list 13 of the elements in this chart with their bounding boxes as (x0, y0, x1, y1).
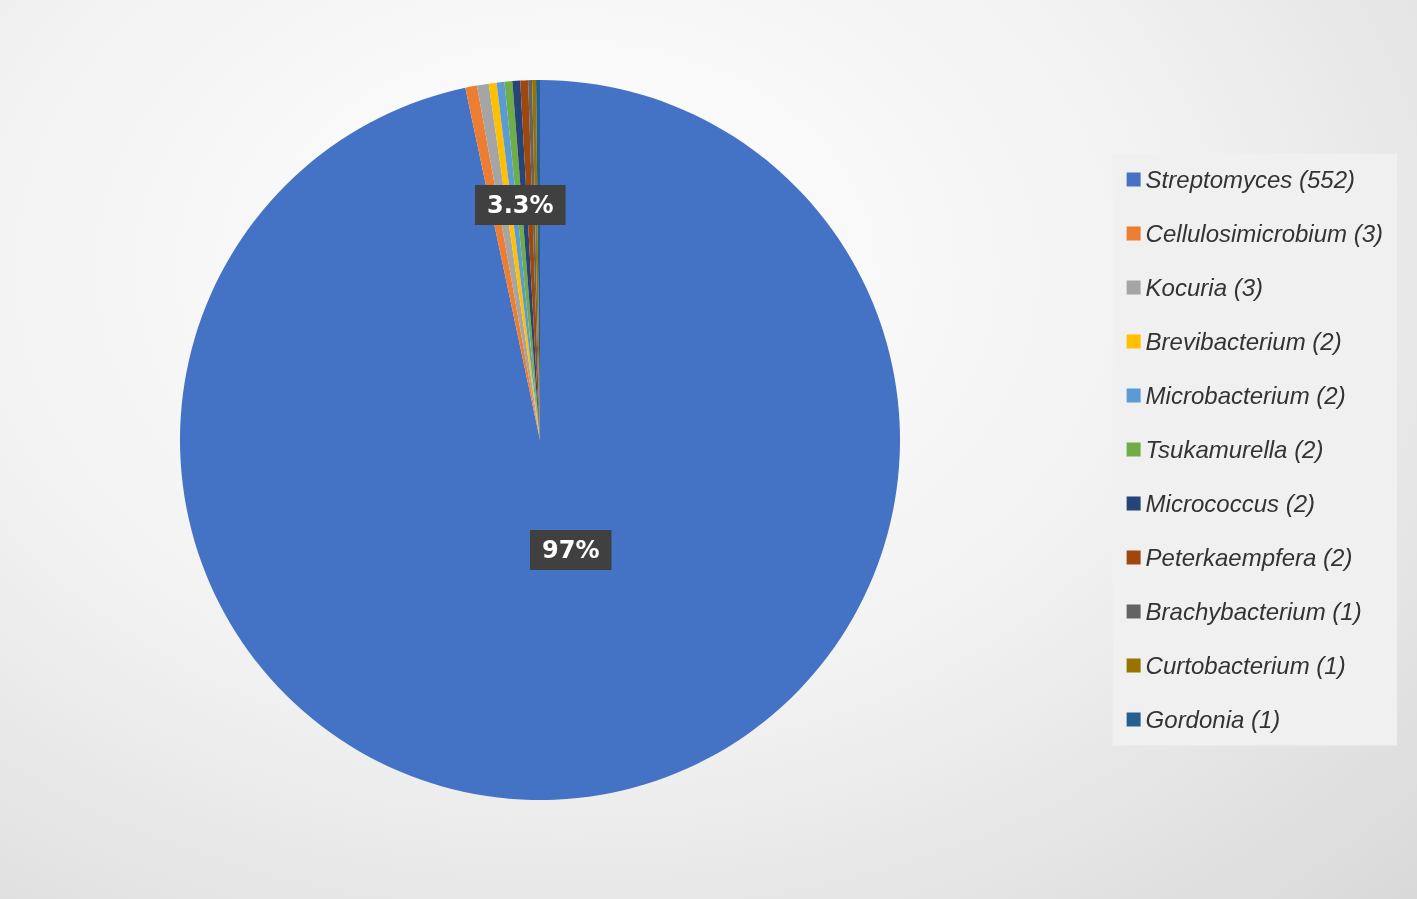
legend-label: Tsukamurella (2) (1145, 436, 1324, 463)
legend-label: Kocuria (3) (1145, 274, 1263, 301)
legend-label: Brevibacterium (2) (1145, 328, 1342, 355)
legend-label: Micrococcus (2) (1145, 490, 1315, 517)
legend-label: Microbacterium (2) (1145, 382, 1346, 409)
legend-label: Gordonia (1) (1145, 706, 1281, 733)
legend-label: Streptomyces (552) (1145, 166, 1356, 193)
legend-label: Cellulosimicrobium (3) (1145, 220, 1383, 247)
legend-label: Brachybacterium (1) (1145, 598, 1362, 625)
text: 3.3% (487, 191, 554, 219)
legend-label: Curtobacterium (1) (1145, 652, 1346, 679)
text: 97% (542, 536, 600, 564)
legend-label: Peterkaempfera (2) (1145, 544, 1353, 571)
